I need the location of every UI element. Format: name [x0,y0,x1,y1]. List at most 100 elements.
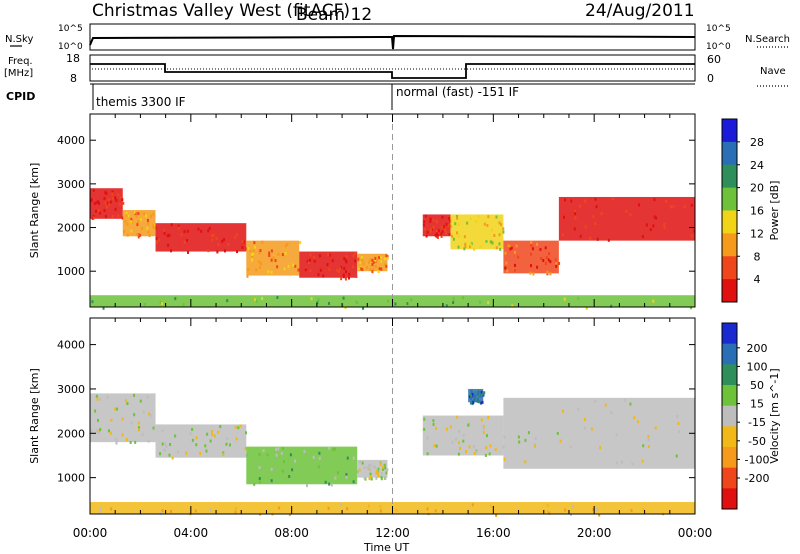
echo-speckle [630,509,633,513]
echo-speckle [596,237,599,241]
echo-speckle [345,255,348,259]
echo-speckle [359,460,362,464]
echo-speckle [530,252,533,256]
colorbar-tick-label: 16 [750,205,764,218]
echo-speckle [546,272,549,276]
echo-speckle [456,216,459,220]
echo-speckle [482,427,485,431]
echo-speckle [445,222,448,226]
echo-speckle [208,226,211,230]
beam-label: Beam 12 [296,5,372,25]
echo-speckle [369,258,372,262]
echo-speckle [147,439,150,443]
echo-speckle [282,446,285,450]
echo-speckle [379,509,382,513]
echo-speckle [90,199,93,203]
echo-speckle [434,426,437,430]
echo-speckle [475,219,478,223]
echo-speckle [234,425,237,429]
echo-speckle [339,267,342,271]
echo-speckle [590,427,593,431]
echo-speckle [607,238,610,242]
echo-speckle [693,229,696,233]
echo-speckle [147,230,150,234]
colorbar-tick-label: 28 [750,136,764,149]
echo-speckle [555,262,558,266]
echo-speckle [683,205,686,209]
echo-speckle [150,413,153,417]
echo-speckle [459,446,462,450]
echo-speckle [166,234,169,238]
echo-speckle [334,447,337,451]
echo-speckle [251,252,254,256]
echo-speckle [342,273,345,277]
echo-speckle [115,438,118,442]
echo-speckle [368,477,371,481]
colorbar-segment [722,385,737,407]
echo-speckle [611,197,614,201]
echo-speckle [211,433,214,437]
echo-speckle [547,510,550,514]
freq-tick-high: 18 [66,52,80,65]
echo-speckle [144,214,147,218]
echo-speckle [109,200,112,204]
echo-speckle [283,460,286,464]
y-axis-title: Slant Range [km] [28,368,41,464]
echo-speckle [467,423,470,427]
echo-speckle [461,296,464,300]
echo-speckle [371,258,374,262]
echo-speckle [594,400,597,404]
echo-speckle [331,259,334,263]
echo-speckle [346,507,349,511]
echo-speckle [258,476,261,480]
echo-speckle [117,214,120,218]
echo-speckle [359,261,362,265]
echo-speckle [367,463,370,467]
echo-speckle [362,262,365,266]
echo-speckle [474,390,477,394]
echo-speckle [493,234,496,238]
echo-speckle [357,257,360,261]
echo-speckle [137,235,140,239]
x-tick-label: 00:00 [73,526,108,540]
x-tick-label: 12:00 [375,526,410,540]
echo-speckle [610,411,613,415]
echo-speckle [468,395,471,399]
echo-speckle [322,274,325,278]
echo-speckle [163,229,166,233]
echo-speckle [216,250,219,254]
echo-speckle [342,275,345,279]
echo-speckle [540,256,543,260]
echo-speckle [510,246,513,250]
echo-speckle [98,510,101,514]
echo-speckle [494,448,497,452]
echo-speckle [425,234,428,238]
echo-speckle [555,264,558,268]
echo-speckle [345,475,348,479]
echo-speckle [665,199,668,203]
echo-speckle [306,260,309,264]
echo-speckle [142,410,145,414]
echo-speckle [372,465,375,469]
echo-speckle [303,450,306,454]
echo-speckle [539,247,542,251]
nsearch-tick-high: 10^5 [706,24,731,34]
cpid-mode-1: themis 3300 IF [96,95,186,109]
echo-speckle [429,227,432,231]
echo-speckle [110,507,113,511]
echo-speckle [125,214,128,218]
echo-speckle [119,196,122,200]
echo-speckle [371,270,374,274]
echo-speckle [155,240,158,244]
colorbar-title: Power [dB] [768,181,781,241]
echo-speckle [536,242,539,246]
echo-speckle [221,239,224,243]
echo-speckle [148,412,151,416]
echo-speckle [118,202,121,206]
echo-speckle [90,428,93,432]
echo-speckle [423,227,426,231]
echo-speckle [185,451,188,455]
echo-speckle [186,229,189,233]
echo-speckle [426,452,429,456]
echo-speckle [347,276,350,280]
